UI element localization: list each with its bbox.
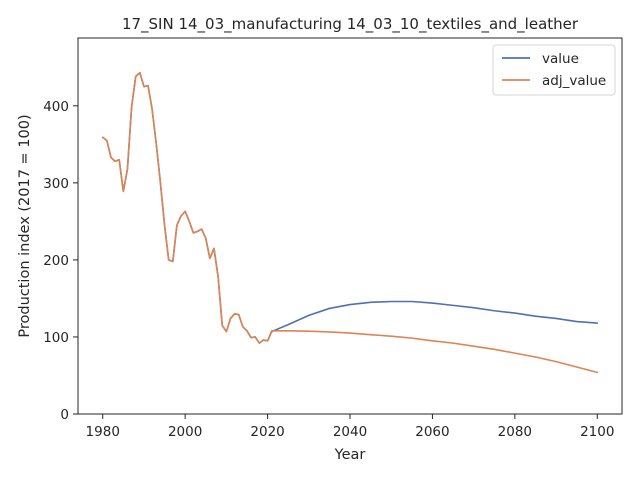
y-tick-label: 100 (43, 330, 69, 346)
x-axis-label: Year (334, 447, 366, 463)
legend-label: adj_value (542, 73, 606, 89)
y-tick-label: 300 (43, 176, 69, 192)
y-axis: 0 100 200 300 400 (43, 99, 78, 423)
y-axis-label: Production index (2017 = 100) (17, 114, 33, 337)
chart-title: 17_SIN 14_03_manufacturing 14_03_10_text… (122, 15, 579, 34)
x-axis: 1980 2000 2020 2040 2060 2080 2100 (86, 414, 614, 440)
x-tick-label: 2080 (498, 424, 532, 440)
legend: value adj_value (492, 44, 616, 96)
x-tick-label: 2020 (250, 424, 284, 440)
y-tick-label: 200 (43, 253, 69, 269)
x-tick-label: 1980 (86, 424, 120, 440)
legend-label: value (542, 51, 579, 67)
x-tick-label: 2100 (580, 424, 614, 440)
y-tick-label: 400 (43, 99, 69, 115)
x-tick-label: 2040 (333, 424, 367, 440)
y-tick-label: 0 (60, 407, 69, 423)
x-tick-label: 2060 (415, 424, 449, 440)
x-tick-label: 2000 (168, 424, 202, 440)
series-line-adj-value (101, 71, 599, 374)
